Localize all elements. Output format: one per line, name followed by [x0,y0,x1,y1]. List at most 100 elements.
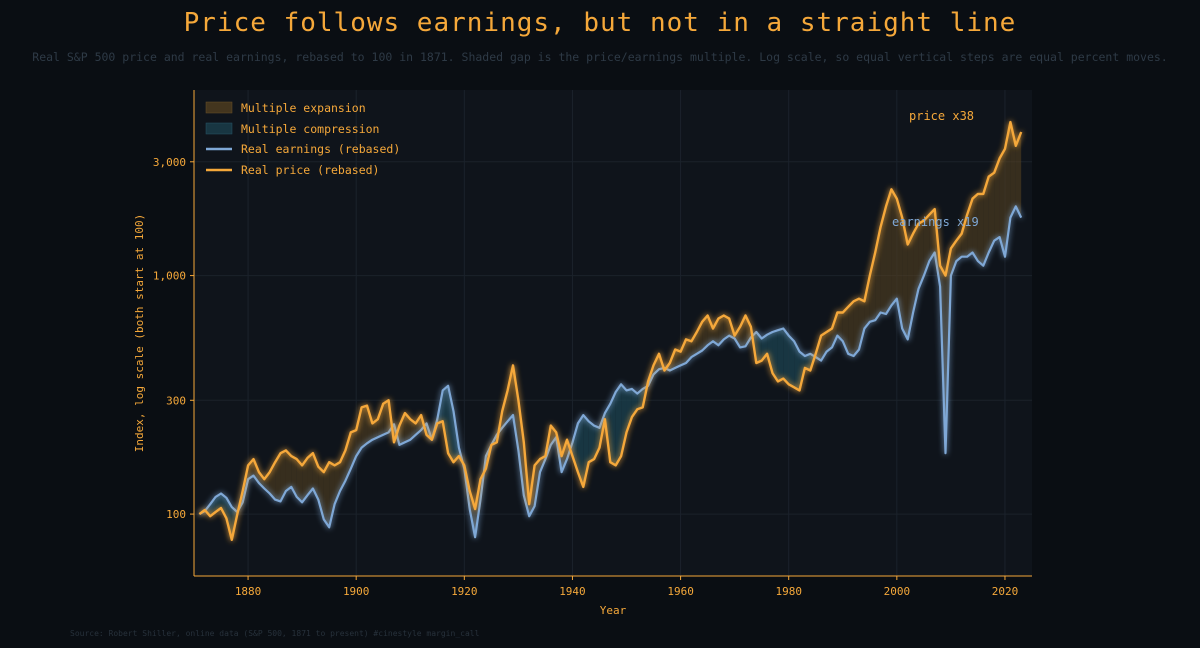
expansion-segment [929,209,935,262]
expansion-segment [723,315,730,340]
compression-segment [215,493,222,513]
expansion-segment [886,189,892,315]
x-tick-label: 1940 [559,585,586,598]
expansion-segment [512,365,519,451]
expansion-segment [550,425,557,445]
y-ticks: 100 300 1,000 3,000 [153,156,194,521]
compression-segment [594,425,600,460]
expansion-segment [880,206,887,315]
compression-segment [756,332,762,363]
expansion-segment [702,315,708,351]
expansion-segment [275,453,281,502]
expansion-segment [853,298,859,357]
expansion-segment [1010,122,1016,218]
expansion-segment [864,275,870,329]
expansion-segment [837,312,843,342]
compression-segment [637,388,643,410]
compression-segment [767,332,773,374]
expansion-segment [291,456,297,497]
compression-segment [783,328,789,385]
expansion-segment [518,400,524,496]
expansion-segment [718,315,724,346]
compression-segment [226,497,232,540]
y-tick-label: 100 [166,508,186,521]
compression-segment [583,415,589,487]
expansion-segment [740,315,746,348]
compression-segment [615,384,622,466]
compression-segment [772,330,778,382]
legend-label-price: Real price (rebased) [241,163,379,177]
expansion-segment [323,462,330,528]
expansion-segment [404,413,411,443]
x-tick-label: 2000 [884,585,911,598]
expansion-segment [907,233,914,340]
expansion-segment [507,365,513,422]
x-ticks: 1880 1900 1920 1940 1960 1980 2000 2020 [235,576,1018,598]
x-tick-label: 1960 [667,585,694,598]
earnings-line [198,205,1023,539]
annotation-earnings: earnings x19 [892,215,979,229]
expansion-segment [848,301,854,357]
compression-segment [610,391,616,466]
expansion-segment [977,193,984,266]
expansion-segment [377,403,384,438]
legend-swatch-expansion [205,101,233,114]
x-axis-label: Year [600,604,627,617]
expansion-segment [318,466,324,520]
expansion-segment [994,158,1000,241]
expansion-segment [264,472,270,494]
expansion-segment [918,220,924,289]
expansion-segment [983,176,989,266]
expansion-segment [891,189,897,306]
expansion-segment [367,405,373,444]
compression-segment [777,328,784,382]
expansion-segment [831,312,838,348]
expansion-segment [826,328,832,352]
expansion-segment [388,400,395,443]
series-lines [198,120,1023,541]
compression-segment [804,353,811,371]
compression-segment [588,421,595,463]
expansion-segment [858,298,865,350]
expansion-segment [972,193,978,262]
expansion-segment [902,217,908,340]
expansion-segment [356,407,362,457]
expansion-segment [734,326,741,348]
compression-segment [221,493,227,519]
expansion-segment [383,400,389,435]
compression-segment [794,341,800,391]
x-tick-label: 1920 [451,585,478,598]
annotation-price: price x38 [909,109,974,123]
compression-segment [577,415,584,487]
expansion-segment [988,172,995,253]
expansion-segment [302,457,308,503]
legend-label-earnings: Real earnings (rebased) [241,142,400,156]
expansion-segment [707,315,714,346]
expansion-segment [361,405,368,448]
compression-segment [442,385,449,454]
compression-segment [210,496,216,517]
y-tick-label: 1,000 [153,270,186,283]
legend-label-compression: Multiple compression [241,122,379,136]
grid [194,90,1032,576]
x-tick-label: 1980 [775,585,802,598]
expansion-segment [372,419,378,440]
expansion-segment [329,462,335,528]
expansion-segment [280,450,286,502]
expansion-segment [680,339,686,366]
y-tick-label: 300 [166,394,186,407]
x-tick-label: 1900 [343,585,370,598]
chart-title: Price follows earnings, but not in a str… [183,8,1017,38]
compression-segment [788,335,795,388]
chart-subtitle: Real S&P 500 price and real earnings, re… [32,50,1168,64]
expansion-segment [950,240,957,276]
x-tick-label: 1880 [235,585,262,598]
expansion-segment [399,413,405,445]
compression-segment [626,388,632,433]
axes [193,90,1032,577]
expansion-segment [307,453,313,496]
expansion-segment [713,318,719,346]
expansion-segment [296,459,303,503]
expansion-segment [561,439,568,473]
expansion-segment [285,450,292,491]
